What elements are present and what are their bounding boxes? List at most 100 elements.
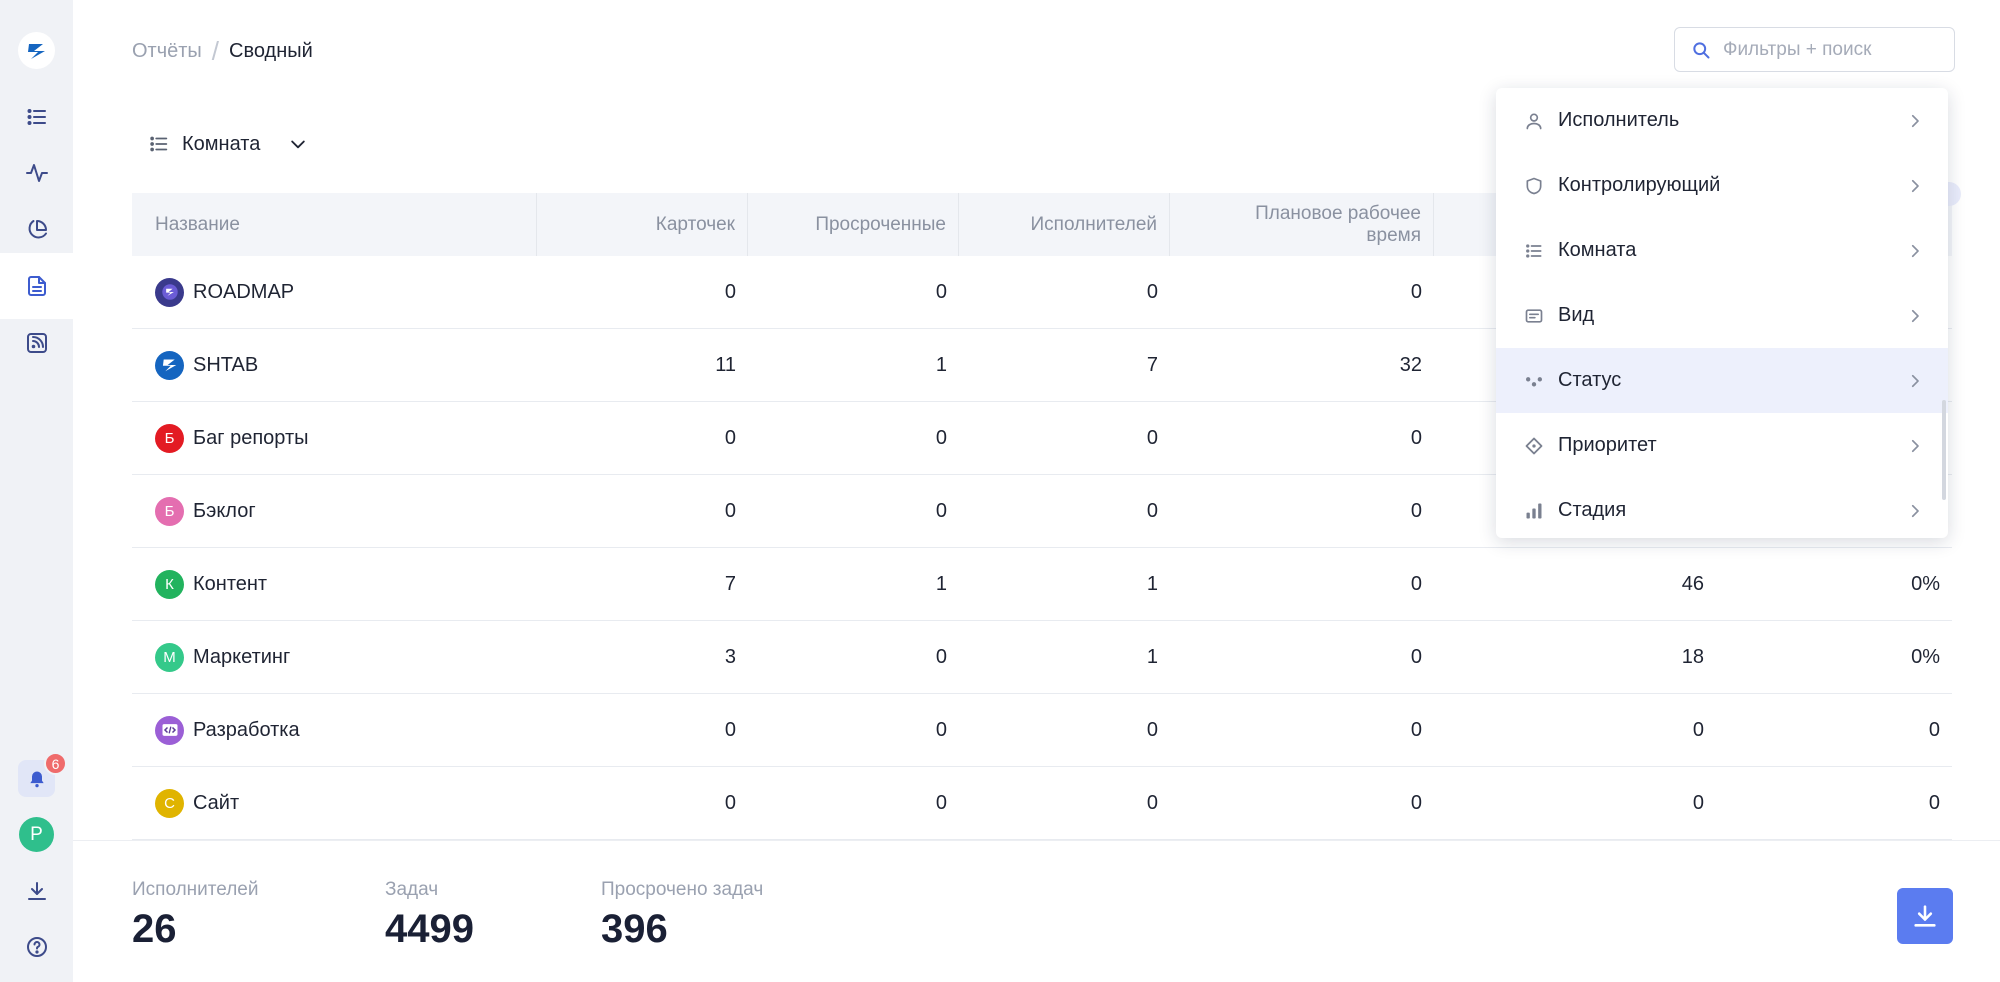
table-row[interactable]: С Сайт 0 0 0 0 0 0 bbox=[132, 767, 1952, 840]
menu-item-label: Комната bbox=[1558, 239, 1637, 261]
room-name: Баг репорты bbox=[193, 426, 309, 449]
menu-item-list[interactable]: Комната bbox=[1496, 218, 1948, 283]
list-icon bbox=[150, 136, 168, 152]
room-avatar: Б bbox=[155, 496, 184, 526]
stat-tasks: Задач 4499 bbox=[385, 879, 474, 952]
menu-item-label: Стадия bbox=[1558, 499, 1627, 521]
feed-icon[interactable] bbox=[18, 324, 55, 361]
menu-item-person[interactable]: Исполнитель bbox=[1496, 88, 1948, 153]
breadcrumb-reports-link[interactable]: Отчёты bbox=[132, 40, 202, 62]
table-row[interactable]: К Контент 7 1 1 0 46 0% bbox=[132, 548, 1952, 621]
table-cell: 0 bbox=[935, 645, 947, 668]
room-letter: Б bbox=[164, 429, 175, 447]
menu-item-stage-bars[interactable]: Стадия bbox=[1496, 478, 1948, 543]
menu-item-view[interactable]: Вид bbox=[1496, 283, 1948, 348]
summary-footer: Исполнителей 26 Задач 4499 Просрочено за… bbox=[73, 840, 2000, 982]
chevron-right-icon bbox=[1906, 242, 1924, 260]
room-name: SHTAB bbox=[193, 353, 259, 376]
list-icon bbox=[1524, 241, 1544, 261]
help-icon[interactable] bbox=[18, 928, 55, 965]
menu-item-label: Приоритет bbox=[1558, 434, 1657, 456]
chevron-right-icon bbox=[1906, 112, 1924, 130]
stat-value: 26 bbox=[132, 907, 177, 951]
column-header-planned-time[interactable]: Плановое рабочее время bbox=[1170, 193, 1434, 256]
chevron-right-icon bbox=[1906, 307, 1924, 325]
shtab-logo-icon bbox=[155, 350, 184, 380]
table-cell: 1 bbox=[935, 572, 947, 595]
search-box[interactable] bbox=[1674, 27, 1955, 72]
menu-item-label: Исполнитель bbox=[1558, 109, 1680, 131]
room-name: Контент bbox=[193, 572, 268, 595]
room-name-cell: М Маркетинг bbox=[132, 642, 537, 672]
activity-icon[interactable] bbox=[18, 154, 55, 191]
analytics-pie-icon[interactable] bbox=[18, 211, 55, 248]
notifications-count-badge: 6 bbox=[44, 752, 67, 775]
table-cell: 0 bbox=[1146, 426, 1158, 449]
column-header-assignees[interactable]: Исполнителей bbox=[959, 193, 1170, 256]
room-name-cell: ROADMAP bbox=[132, 277, 537, 307]
column-header-name[interactable]: Название bbox=[132, 193, 537, 256]
table-cell: 0 bbox=[1410, 718, 1422, 741]
chevron-right-icon bbox=[1906, 372, 1924, 390]
table-cell: 0 bbox=[724, 499, 736, 522]
room-letter: К bbox=[165, 575, 174, 593]
table-row[interactable]: М Маркетинг 3 0 1 0 18 0% bbox=[132, 621, 1952, 694]
page-title: Сводный bbox=[229, 40, 313, 62]
table-cell: 0 bbox=[1146, 718, 1158, 741]
table-cell: 7 bbox=[724, 572, 736, 595]
app-logo[interactable] bbox=[18, 32, 55, 69]
table-row[interactable]: Разработка 0 0 0 0 0 0 bbox=[132, 694, 1952, 767]
table-cell: 0 bbox=[1146, 791, 1158, 814]
table-cell: 0 bbox=[1146, 280, 1158, 303]
column-header-overdue[interactable]: Просроченные bbox=[748, 193, 959, 256]
menu-item-status-dots[interactable]: Статус bbox=[1496, 348, 1948, 413]
table-cell: 0 bbox=[1692, 718, 1704, 741]
user-avatar[interactable]: P bbox=[19, 817, 54, 852]
room-letter: Б bbox=[164, 502, 175, 520]
room-name-cell: Разработка bbox=[132, 715, 537, 745]
tasks-list-icon[interactable] bbox=[18, 98, 55, 135]
table-cell: 0 bbox=[935, 426, 947, 449]
stat-label: Исполнителей bbox=[132, 879, 259, 900]
menu-item-shield[interactable]: Контролирующий bbox=[1496, 153, 1948, 218]
reports-document-icon[interactable] bbox=[18, 267, 55, 304]
chevron-right-icon bbox=[1906, 437, 1924, 455]
table-cell: 0 bbox=[724, 280, 736, 303]
column-header-cards[interactable]: Карточек bbox=[537, 193, 748, 256]
stat-assignees: Исполнителей 26 bbox=[132, 879, 258, 952]
menu-scrollbar[interactable] bbox=[1942, 400, 1946, 500]
room-name-cell: К Контент bbox=[132, 569, 537, 599]
table-cell: 18 bbox=[1681, 645, 1704, 668]
status-dots-icon bbox=[1524, 371, 1544, 391]
table-row[interactable]: SHTAB 11 1 7 32 bbox=[132, 329, 1952, 402]
table-row[interactable]: Б Бэклог 0 0 0 0 bbox=[132, 475, 1952, 548]
column-settings-handle[interactable] bbox=[1947, 182, 1961, 206]
table-cell: 46 bbox=[1681, 572, 1704, 595]
table-cell: 0 bbox=[1410, 280, 1422, 303]
download-app-icon[interactable] bbox=[18, 872, 55, 909]
table-cell: 0 bbox=[935, 791, 947, 814]
shield-icon bbox=[1524, 176, 1544, 196]
table-cell: 0 bbox=[1928, 718, 1940, 741]
room-name: Маркетинг bbox=[193, 645, 291, 668]
menu-item-label: Вид bbox=[1558, 304, 1595, 326]
table-row[interactable]: Б Баг репорты 0 0 0 0 bbox=[132, 402, 1952, 475]
stat-label: Задач bbox=[385, 879, 439, 900]
room-avatar: Б bbox=[155, 423, 184, 453]
table-cell: 0 bbox=[1928, 791, 1940, 814]
table-cell: 0 bbox=[935, 499, 947, 522]
room-name: Бэклог bbox=[193, 499, 256, 522]
table-cell: 0% bbox=[1911, 572, 1940, 595]
search-input[interactable] bbox=[1723, 38, 1943, 61]
menu-item-priority-diamond[interactable]: Приоритет bbox=[1496, 413, 1948, 478]
table-cell: 0% bbox=[1911, 645, 1940, 668]
groupby-selector[interactable]: Комната bbox=[148, 128, 308, 160]
stat-overdue-tasks: Просрочено задач 396 bbox=[601, 879, 763, 952]
room-avatar: С bbox=[155, 788, 184, 818]
export-download-button[interactable] bbox=[1897, 888, 1953, 944]
table-row[interactable]: ROADMAP 0 0 0 0 bbox=[132, 256, 1952, 329]
table-cell: 32 bbox=[1399, 353, 1422, 376]
stat-value: 396 bbox=[601, 907, 668, 951]
table-cell: 1 bbox=[1146, 645, 1158, 668]
table-cell: 11 bbox=[715, 353, 736, 376]
